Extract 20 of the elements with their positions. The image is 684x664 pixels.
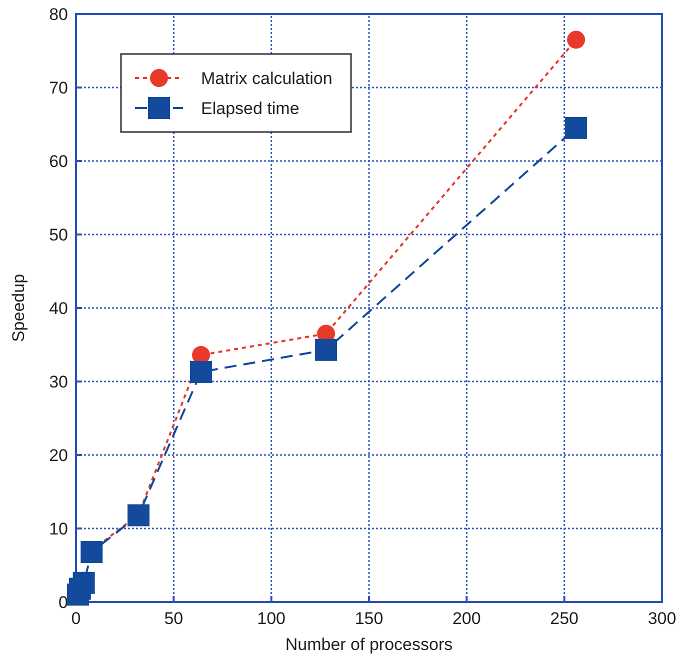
y-tick-label: 30	[49, 372, 68, 392]
y-tick-label: 20	[49, 446, 68, 465]
x-tick-label: 150	[354, 609, 384, 628]
y-tick-label: 70	[49, 78, 68, 98]
legend-label: Matrix calculation	[201, 69, 332, 88]
y-tick-label: 80	[49, 5, 68, 24]
x-tick-label: 50	[164, 609, 184, 628]
x-tick-label: 200	[452, 609, 481, 628]
y-tick-label: 50	[49, 226, 68, 244]
y-tick-label: 60	[49, 152, 68, 171]
y-tick-label: 40	[49, 299, 68, 318]
x-tick-label: 100	[257, 609, 286, 628]
x-axis-title: Number of processors	[285, 635, 453, 654]
x-tick-label: 300	[648, 609, 676, 628]
y-tick-label: 10	[49, 520, 68, 538]
y-tick-label: 0	[58, 593, 68, 612]
x-tick-label: 250	[550, 609, 579, 628]
y-axis-title: Speedup	[9, 274, 28, 342]
legend-label: Elapsed time	[201, 99, 300, 118]
x-tick-label: 0	[71, 609, 81, 628]
